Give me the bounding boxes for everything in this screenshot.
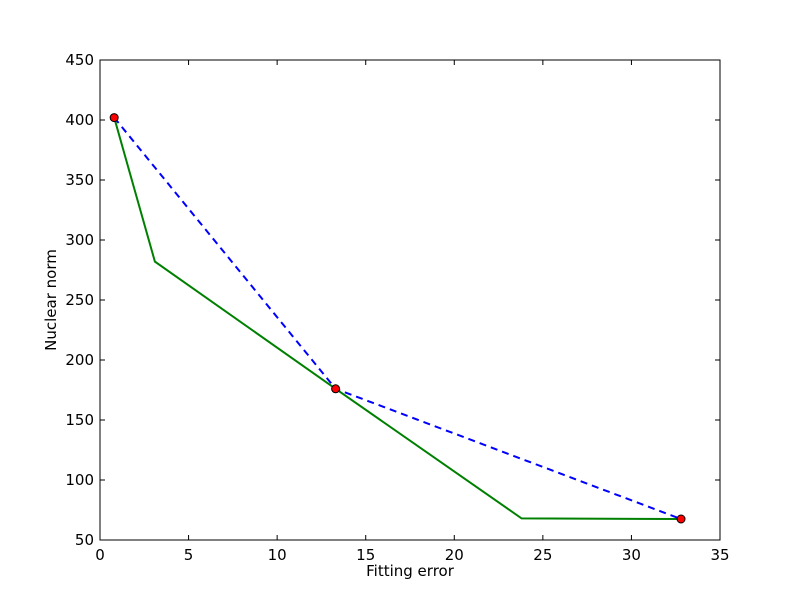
y-tick-label: 150	[65, 411, 94, 429]
series-line-dashed	[113, 116, 682, 520]
y-tick-label: 100	[65, 471, 94, 489]
x-tick-label: 20	[445, 546, 464, 564]
y-tick-label: 50	[75, 531, 94, 549]
x-tick-label: 15	[356, 546, 375, 564]
series-layer	[109, 113, 686, 524]
y-tick-label: 350	[65, 171, 94, 189]
y-tick-label: 200	[65, 351, 94, 369]
series-line-solid	[113, 117, 682, 520]
x-tick-label: 35	[710, 546, 729, 564]
ticks-layer: 0 5 10 15 20 25 30 35 50 100 150 200 250 300 350 400 450	[65, 51, 729, 564]
x-tick-label: 10	[268, 546, 287, 564]
y-tick-label: 300	[65, 231, 94, 249]
plot-frame	[99, 59, 721, 541]
x-tick-label: 0	[95, 546, 105, 564]
x-tick-label: 30	[622, 546, 641, 564]
y-tick-label: 450	[65, 51, 94, 69]
y-axis-label: Nuclear norm	[42, 249, 60, 351]
data-point-marker	[331, 384, 341, 394]
x-axis-label: Fitting error	[366, 562, 455, 580]
data-point-marker	[109, 113, 119, 123]
x-tick-label: 5	[184, 546, 194, 564]
y-tick-label: 400	[65, 111, 94, 129]
data-point-marker	[676, 514, 686, 524]
x-tick-label: 25	[533, 546, 552, 564]
y-tick-label: 250	[65, 291, 94, 309]
